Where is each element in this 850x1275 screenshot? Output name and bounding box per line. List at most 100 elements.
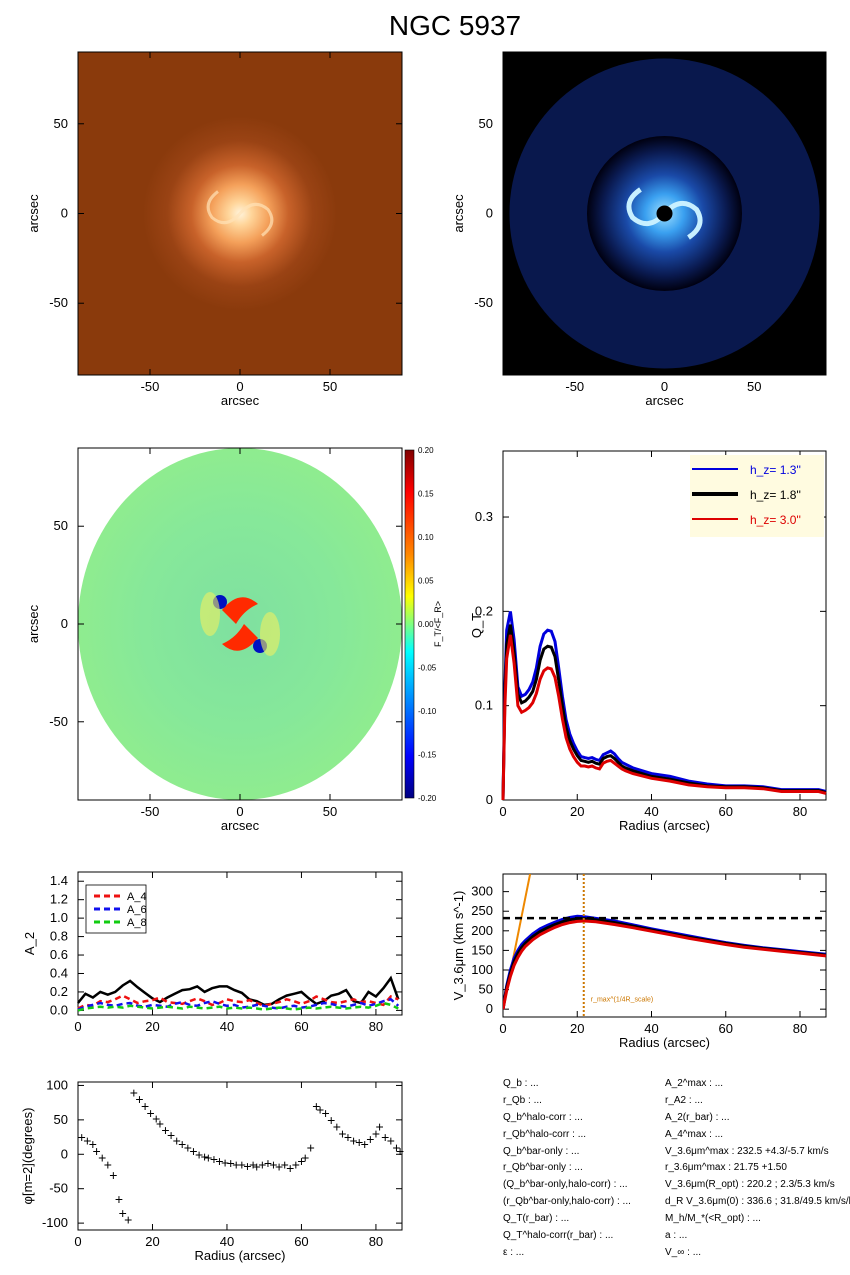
- data-point: +: [109, 1167, 117, 1183]
- parameter-line: (r_Qb^bar-only,halo-corr) : ...: [503, 1196, 631, 1208]
- data-point: +: [221, 1155, 229, 1171]
- x-tick-label: 80: [369, 1019, 383, 1034]
- legend-label: h_z= 3.0'': [750, 513, 801, 527]
- image-blue-axes: -50 0 50 -50 0 50 arcsec arcsec: [451, 51, 827, 408]
- parameter-line: r_Qb^bar-only : ...: [503, 1162, 583, 1174]
- data-point: +: [301, 1150, 309, 1166]
- x-tick-label: 20: [570, 1021, 584, 1036]
- data-point: +: [253, 1159, 261, 1175]
- series-line: [77, 1001, 399, 1012]
- parameter-line: Q_T^halo-corr(r_bar) : ...: [503, 1230, 614, 1242]
- y-axis-label: A_2: [22, 932, 37, 955]
- data-point: +: [152, 1110, 160, 1126]
- y-tick-label: 300: [471, 884, 493, 899]
- data-point: +: [275, 1159, 283, 1175]
- x-axis-label: Radius (arcsec): [194, 1248, 285, 1263]
- y-tick-label: 100: [46, 1077, 68, 1092]
- parameter-line: a : ...: [665, 1230, 688, 1242]
- parameters-right: A_2^max : ... r_A2 : ... A_2(r_bar) : ... A…: [665, 1079, 850, 1265]
- x-tick-label: -50: [141, 804, 160, 819]
- colorbar-tick-label: -0.10: [418, 707, 437, 716]
- series-line: [503, 919, 826, 1010]
- y-axis-label: Q_T: [469, 613, 484, 638]
- legend-label: A_8: [127, 917, 147, 929]
- y-tick-label: 0: [486, 1001, 493, 1016]
- data-point: +: [104, 1157, 112, 1173]
- data-point: +: [297, 1153, 305, 1169]
- y-tick-label: 0: [61, 206, 68, 221]
- y-axis-label: arcsec: [26, 194, 41, 233]
- data-point: +: [167, 1127, 175, 1143]
- data-point: +: [243, 1158, 251, 1174]
- data-point: +: [227, 1155, 235, 1171]
- data-point: +: [264, 1155, 272, 1171]
- data-point: +: [344, 1129, 352, 1145]
- parameter-line: d_R V_3.6μm(0) : 336.6 ; 31.8/49.5 km/s/…: [665, 1196, 850, 1208]
- y-tick-label: 0.2: [475, 603, 493, 618]
- data-point: +: [178, 1136, 186, 1152]
- parameter-line: ε : ...: [503, 1246, 525, 1258]
- x-tick-label: 80: [369, 1234, 383, 1249]
- parameter-line: Q_b^bar-only : ...: [503, 1145, 580, 1157]
- data-point: +: [269, 1157, 277, 1173]
- parameter-line: r_3.6μm^max : 21.75 +1.50: [665, 1162, 787, 1174]
- y-tick-label: -50: [474, 295, 493, 310]
- x-tick-label: 50: [747, 379, 761, 394]
- data-point: +: [238, 1157, 246, 1173]
- data-point: +: [349, 1133, 357, 1149]
- data-point: +: [215, 1153, 223, 1169]
- y-tick-label: 1.2: [50, 892, 68, 907]
- data-point: +: [286, 1160, 294, 1176]
- y-tick-label: -50: [49, 295, 68, 310]
- parameter-line: Q_T(r_bar) : ...: [503, 1213, 570, 1225]
- data-point: +: [292, 1157, 300, 1173]
- data-point: +: [355, 1134, 363, 1150]
- data-point: +: [316, 1102, 324, 1118]
- data-point: +: [232, 1157, 240, 1173]
- data-point: +: [281, 1157, 289, 1173]
- data-point: +: [98, 1150, 106, 1166]
- parameter-line: (Q_b^bar-only,halo-corr) : ...: [503, 1179, 628, 1191]
- x-tick-label: 40: [220, 1019, 234, 1034]
- data-point: +: [161, 1122, 169, 1138]
- x-tick-label: 0: [74, 1234, 81, 1249]
- data-point: +: [195, 1146, 203, 1162]
- colorbar-tick-label: 0.05: [418, 577, 434, 586]
- y-tick-label: 0.2: [50, 984, 68, 999]
- x-tick-label: 40: [220, 1234, 234, 1249]
- positive-lobe: [222, 597, 258, 624]
- x-tick-label: 0: [499, 804, 506, 819]
- residual-center: [656, 205, 673, 222]
- data-point: +: [130, 1084, 138, 1100]
- y-tick-label: 150: [471, 942, 493, 957]
- parameter-line: V_3.6μm^max : 232.5 +4.3/-5.7 km/s: [665, 1145, 829, 1157]
- y-tick-label: 0.1: [475, 698, 493, 713]
- data-point: +: [381, 1129, 389, 1145]
- residual-spiral-arms: [626, 187, 703, 240]
- series-line: [77, 994, 399, 1010]
- data-point: +: [258, 1157, 266, 1173]
- x-tick-label: 50: [323, 379, 337, 394]
- data-point: +: [376, 1119, 384, 1135]
- colorbar-tick-label: 0.15: [418, 490, 434, 499]
- y-tick-label: 50: [54, 116, 68, 131]
- plot-frame: [502, 873, 827, 1018]
- data-point: +: [119, 1205, 127, 1221]
- data-point: +: [366, 1131, 374, 1147]
- x-axis-label: arcsec: [221, 393, 260, 408]
- x-tick-label: 0: [499, 1021, 506, 1036]
- parameter-line: V_∞ : ...: [665, 1246, 702, 1258]
- data-point: +: [210, 1151, 218, 1167]
- legend-label: A_4: [127, 891, 147, 903]
- series-line: [501, 624, 827, 801]
- data-point: +: [312, 1098, 320, 1114]
- data-point: +: [78, 1129, 86, 1145]
- colorbar: [404, 449, 415, 799]
- y-tick-label: 0: [61, 1146, 68, 1161]
- parameter-line: r_Qb : ...: [503, 1094, 542, 1106]
- data-point: +: [338, 1126, 346, 1142]
- parameters-left: Q_b : ... r_Qb : ... Q_b^halo-corr : ... r_…: [503, 1079, 631, 1265]
- x-tick-label: 60: [294, 1234, 308, 1249]
- data-point: +: [307, 1139, 315, 1155]
